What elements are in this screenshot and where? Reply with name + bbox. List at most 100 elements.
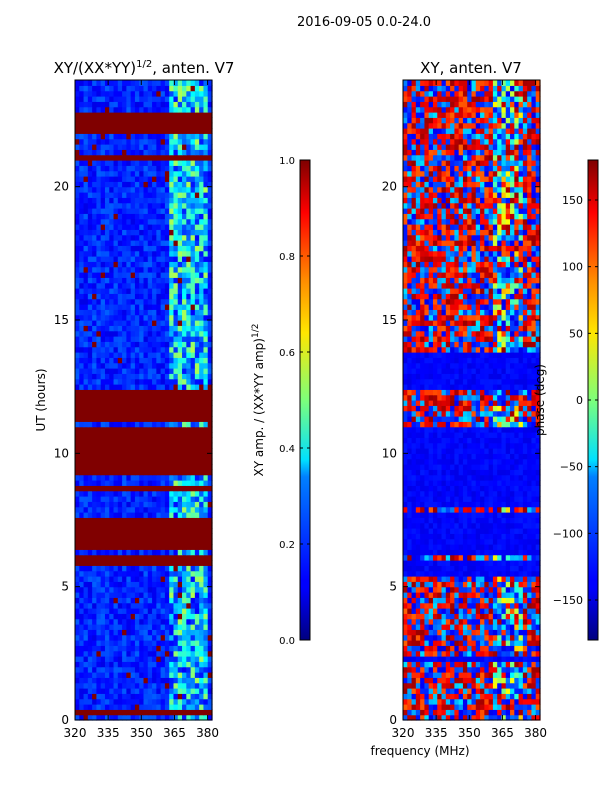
heatmap-cell <box>139 341 145 348</box>
heatmap-cell <box>199 80 205 86</box>
heatmap-cell <box>411 709 417 716</box>
heatmap-cell <box>152 208 157 214</box>
heatmap-cell <box>100 698 106 705</box>
heatmap-cell <box>510 554 515 561</box>
heatmap-cell <box>113 352 119 358</box>
heatmap-cell <box>104 544 110 550</box>
heatmap-cell <box>143 581 149 588</box>
heatmap-cell <box>484 656 490 662</box>
heatmap-cell <box>441 602 447 609</box>
heatmap-cell <box>458 682 464 689</box>
heatmap-cell <box>139 485 145 492</box>
heatmap-cell <box>117 666 123 673</box>
heatmap-cell <box>501 613 507 620</box>
heatmap-cell <box>147 453 153 460</box>
heatmap-cell <box>134 298 140 305</box>
heatmap-cell <box>441 560 447 566</box>
heatmap-cell <box>79 304 85 310</box>
heatmap-cell <box>505 608 511 614</box>
heatmap-cell <box>143 176 149 182</box>
heatmap-cell <box>83 480 89 486</box>
heatmap-cell <box>92 314 98 321</box>
heatmap-cell <box>194 698 200 705</box>
heatmap-cell <box>207 149 213 156</box>
heatmap-cell <box>437 656 443 662</box>
heatmap-cell <box>415 709 421 716</box>
heatmap-cell <box>501 634 507 641</box>
heatmap-cell <box>471 586 477 593</box>
heatmap-cell <box>169 517 175 524</box>
heatmap-cell <box>160 192 166 198</box>
heatmap-cell <box>122 346 127 353</box>
heatmap-cell <box>182 597 187 604</box>
heatmap-cell <box>160 133 166 140</box>
heatmap-cell <box>126 704 132 710</box>
heatmap-cell <box>122 202 127 209</box>
heatmap-cell <box>462 704 468 710</box>
heatmap-cell <box>143 133 149 140</box>
heatmap-cell <box>432 634 438 641</box>
heatmap-cell <box>122 528 127 534</box>
heatmap-cell <box>122 522 127 529</box>
heatmap-cell <box>104 304 110 310</box>
heatmap-cell <box>79 394 85 401</box>
heatmap-cell <box>152 682 157 689</box>
heatmap-cell <box>87 112 93 118</box>
heatmap-cell <box>182 624 187 630</box>
heatmap-cell <box>207 554 213 561</box>
heatmap-cell <box>117 410 123 417</box>
heatmap-cell <box>475 650 481 657</box>
heatmap-cell <box>92 266 98 273</box>
heatmap-cell <box>143 314 149 321</box>
heatmap-cell <box>79 416 85 422</box>
heatmap-cell <box>117 581 123 588</box>
heatmap-cell <box>104 181 110 188</box>
heatmap-cell <box>445 634 451 641</box>
heatmap-cell <box>458 661 464 668</box>
heatmap-cell <box>173 309 179 316</box>
heatmap-cell <box>147 650 153 657</box>
heatmap-cell <box>147 570 153 577</box>
heatmap-cell <box>79 240 85 246</box>
heatmap-cell <box>96 112 102 118</box>
heatmap-cell <box>109 544 115 550</box>
heatmap-cell <box>139 565 145 572</box>
heatmap-cell <box>450 656 455 662</box>
heatmap-cell <box>194 90 200 97</box>
heatmap-cell <box>100 181 106 188</box>
heatmap-cell <box>190 458 196 465</box>
heatmap-cell <box>75 304 80 310</box>
heatmap-cell <box>527 597 533 604</box>
heatmap-cell <box>134 85 140 92</box>
heatmap-cell <box>471 693 477 700</box>
heatmap-cell <box>87 165 93 172</box>
heatmap-cell <box>199 400 205 406</box>
heatmap-cell <box>177 362 183 369</box>
heatmap-cell <box>122 85 127 92</box>
heatmap-cell <box>139 602 145 609</box>
heatmap-cell <box>152 613 157 620</box>
heatmap-cell <box>92 554 98 561</box>
heatmap-cell <box>518 544 524 550</box>
heatmap-cell <box>96 325 102 332</box>
heatmap-cell <box>113 138 119 145</box>
heatmap-cell <box>164 90 170 97</box>
heatmap-cell <box>169 426 175 433</box>
heatmap-cell <box>194 320 200 326</box>
heatmap-cell <box>173 304 179 310</box>
heatmap-cell <box>514 554 520 561</box>
heatmap-cell <box>130 154 136 161</box>
heatmap-cell <box>143 389 149 396</box>
heatmap-cell <box>169 634 175 641</box>
heatmap-cell <box>160 165 166 172</box>
heatmap-cell <box>160 186 166 193</box>
y-tick-label: 10 <box>54 446 69 460</box>
heatmap-cell <box>143 80 149 86</box>
heatmap-cell <box>484 661 490 668</box>
heatmap-cell <box>83 144 89 150</box>
heatmap-cell <box>113 672 119 678</box>
heatmap-cell <box>75 293 80 300</box>
heatmap-cell <box>87 272 93 278</box>
heatmap-cell <box>126 522 132 529</box>
heatmap-cell <box>92 688 98 694</box>
